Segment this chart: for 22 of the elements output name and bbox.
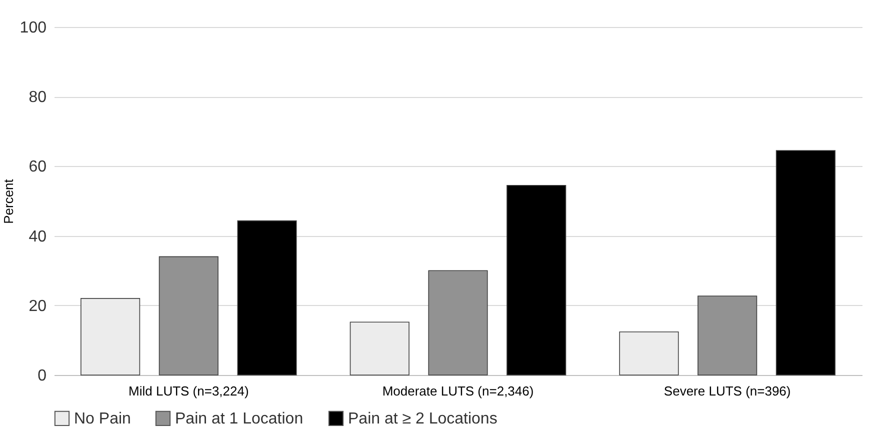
y-tick-label: 20 <box>28 298 47 315</box>
bar <box>350 322 410 376</box>
bar <box>698 296 758 376</box>
bar <box>237 220 297 376</box>
y-tick-label: 100 <box>20 20 47 36</box>
x-tick-label: Severe LUTS (n=396) <box>664 384 791 398</box>
y-tick-label: 40 <box>28 228 47 246</box>
bar <box>776 150 836 376</box>
x-tick-label: Mild LUTS (n=3,224) <box>128 384 249 398</box>
bar <box>428 270 488 376</box>
bar <box>506 184 566 376</box>
x-tick-label: Moderate LUTS (n=2,346) <box>382 384 534 398</box>
bar <box>619 331 679 376</box>
legend-label: Pain at 1 Location <box>175 410 304 428</box>
bar <box>80 298 140 376</box>
y-tick-label: 0 <box>38 368 47 384</box>
y-tick-label: 60 <box>28 158 47 176</box>
y-axis-title: Percent <box>0 178 16 224</box>
legend-label: Pain at ≥ 2 Locations <box>348 410 498 428</box>
bar <box>158 256 218 376</box>
y-tick-label: 80 <box>28 89 47 106</box>
legend-label: No Pain <box>74 410 131 428</box>
